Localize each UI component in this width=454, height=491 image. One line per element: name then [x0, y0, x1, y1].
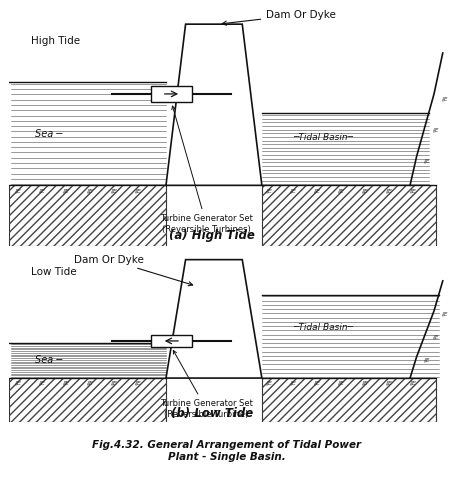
- Text: $\,{/\!/\!E}$: $\,{/\!/\!E}$: [312, 187, 321, 194]
- Text: Dam Or Dyke: Dam Or Dyke: [222, 9, 336, 25]
- Text: $\,{/\!/\!E}$: $\,{/\!/\!E}$: [432, 126, 440, 134]
- Text: Fig.4.32. General Arrangement of Tidal Power
Plant - Single Basin.: Fig.4.32. General Arrangement of Tidal P…: [93, 440, 361, 462]
- Text: $\,{/\!/\!E}$: $\,{/\!/\!E}$: [288, 379, 297, 387]
- Polygon shape: [9, 378, 166, 422]
- Polygon shape: [262, 186, 436, 246]
- Text: Sea ─: Sea ─: [35, 355, 63, 365]
- Text: (b) Low Tide: (b) Low Tide: [171, 407, 253, 420]
- Text: ─Tidal Basin─: ─Tidal Basin─: [293, 323, 353, 332]
- Text: $\,{/\!/\!E}$: $\,{/\!/\!E}$: [264, 379, 273, 387]
- Text: $\,{/\!/\!E}$: $\,{/\!/\!E}$: [264, 187, 273, 194]
- Text: $\,{/\!/\!E}$: $\,{/\!/\!E}$: [37, 187, 46, 194]
- Text: $\,{/\!/\!E}$: $\,{/\!/\!E}$: [432, 333, 440, 341]
- Text: $\,{/\!/\!E}$: $\,{/\!/\!E}$: [384, 187, 393, 194]
- Text: $\,{/\!/\!E}$: $\,{/\!/\!E}$: [109, 187, 118, 194]
- Text: $\,{/\!/\!E}$: $\,{/\!/\!E}$: [85, 187, 94, 194]
- Text: $\,{/\!/\!E}$: $\,{/\!/\!E}$: [360, 379, 369, 387]
- Text: $\,{/\!/\!E}$: $\,{/\!/\!E}$: [109, 379, 118, 387]
- Bar: [151, 85, 192, 102]
- Text: $\,{/\!/\!E}$: $\,{/\!/\!E}$: [336, 379, 345, 387]
- Text: $\,{/\!/\!E}$: $\,{/\!/\!E}$: [408, 379, 417, 387]
- Text: $\,{/\!/\!E}$: $\,{/\!/\!E}$: [312, 379, 321, 387]
- Text: $\,{/\!/\!E}$: $\,{/\!/\!E}$: [408, 187, 417, 194]
- Text: $\,{/\!/\!E}$: $\,{/\!/\!E}$: [336, 187, 345, 194]
- Text: $\,{/\!/\!E}$: $\,{/\!/\!E}$: [85, 379, 94, 387]
- Text: $\,{/\!/\!E}$: $\,{/\!/\!E}$: [440, 310, 449, 319]
- Text: $\,{/\!/\!E}$: $\,{/\!/\!E}$: [133, 379, 142, 387]
- Text: Sea ─: Sea ─: [35, 129, 63, 138]
- Text: $\,{/\!/\!E}$: $\,{/\!/\!E}$: [423, 356, 432, 364]
- Text: $\,{/\!/\!E}$: $\,{/\!/\!E}$: [61, 379, 70, 387]
- Polygon shape: [166, 24, 262, 186]
- Text: $\,{/\!/\!E}$: $\,{/\!/\!E}$: [37, 379, 46, 387]
- Bar: [151, 335, 192, 347]
- Text: $\,{/\!/\!E}$: $\,{/\!/\!E}$: [360, 187, 369, 194]
- Text: Turbine Generator Set
(Reversible Turbine): Turbine Generator Set (Reversible Turbin…: [160, 351, 253, 419]
- Text: $\,{/\!/\!E}$: $\,{/\!/\!E}$: [13, 379, 22, 387]
- Text: $\,{/\!/\!E}$: $\,{/\!/\!E}$: [423, 157, 432, 165]
- Text: $\,{/\!/\!E}$: $\,{/\!/\!E}$: [133, 187, 142, 194]
- Text: (a) High Tide: (a) High Tide: [169, 229, 255, 242]
- Text: ─Tidal Basin─: ─Tidal Basin─: [293, 133, 353, 142]
- Text: $\,{/\!/\!E}$: $\,{/\!/\!E}$: [61, 187, 70, 194]
- Polygon shape: [262, 378, 436, 422]
- Text: $\,{/\!/\!E}$: $\,{/\!/\!E}$: [384, 379, 393, 387]
- Polygon shape: [9, 186, 166, 246]
- Text: $\,{/\!/\!E}$: $\,{/\!/\!E}$: [440, 95, 449, 103]
- Text: Turbine Generator Set
(Reversible Turbines): Turbine Generator Set (Reversible Turbin…: [160, 106, 253, 234]
- Text: Dam Or Dyke: Dam Or Dyke: [74, 255, 192, 286]
- Polygon shape: [166, 260, 262, 378]
- Text: $\,{/\!/\!E}$: $\,{/\!/\!E}$: [13, 187, 22, 194]
- Text: Low Tide: Low Tide: [31, 267, 76, 277]
- Text: High Tide: High Tide: [31, 36, 80, 46]
- Text: $\,{/\!/\!E}$: $\,{/\!/\!E}$: [288, 187, 297, 194]
